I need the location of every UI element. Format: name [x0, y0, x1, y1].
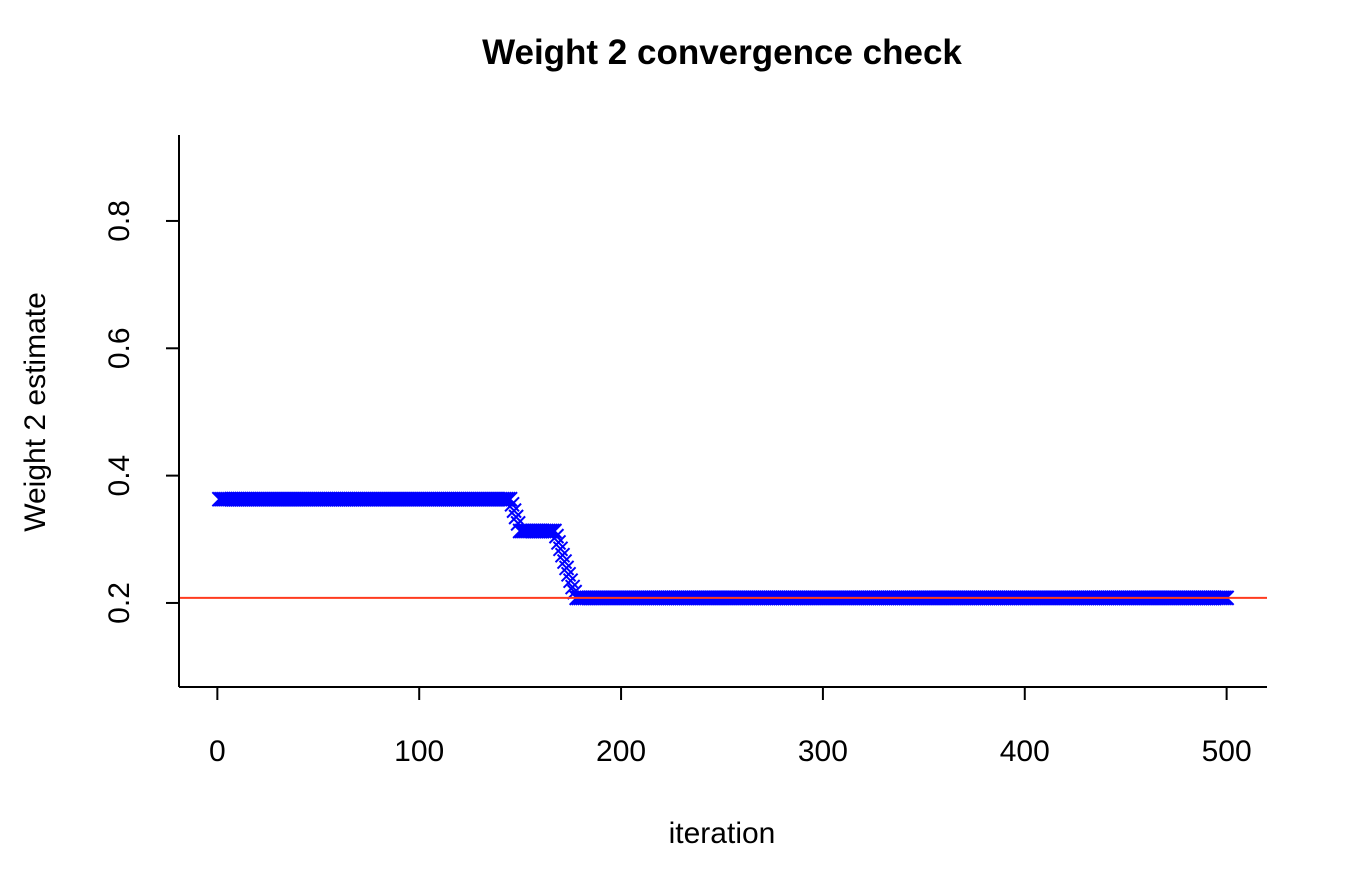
chart-title: Weight 2 convergence check: [482, 33, 962, 72]
data-series: [211, 491, 1235, 606]
plot-area: [179, 491, 1267, 606]
y-tick-label: 0.2: [103, 582, 136, 624]
x-axis-title: iteration: [669, 817, 776, 850]
x-tick-label: 0: [209, 735, 226, 768]
x-tick-label: 200: [596, 735, 646, 768]
data-point: [502, 491, 518, 507]
y-tick-label: 0.4: [103, 455, 136, 497]
data-point: [546, 523, 563, 539]
y-ticks: 0.2 0.4 0.6 0.8: [103, 200, 179, 624]
x-tick-label: 400: [1000, 735, 1050, 768]
y-axis-title: Weight 2 estimate: [19, 292, 52, 532]
y-tick-label: 0.8: [103, 200, 136, 242]
x-tick-label: 500: [1202, 735, 1252, 768]
x-tick-label: 100: [394, 735, 444, 768]
x-tick-label: 300: [798, 735, 848, 768]
y-tick-label: 0.6: [103, 327, 136, 369]
x-ticks: 0 100 200 300 400 500: [209, 687, 1252, 768]
